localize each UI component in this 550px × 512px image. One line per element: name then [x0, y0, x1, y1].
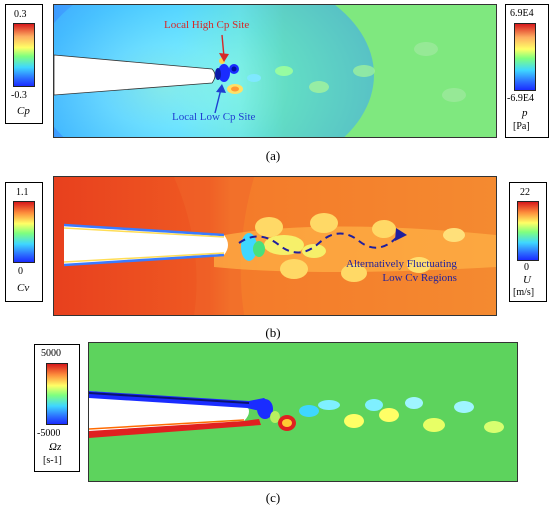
cbar-max-label: 0.3: [14, 9, 27, 20]
annotation-high-cp: Local High Cp Site: [164, 19, 250, 31]
panel-b-caption: (b): [265, 325, 281, 340]
cbar-max-label: 22: [520, 187, 530, 198]
panel-a-right-colorbar: 6.9E4 -6.9E4 p [Pa]: [505, 4, 549, 138]
cbar-symbol: Ωz: [49, 441, 62, 453]
panel-a-caption: (a): [265, 148, 281, 163]
arrow-high-cp: [219, 34, 229, 62]
cbar-max-label: 6.9E4: [510, 8, 534, 19]
cbar-min-label: -0.3: [11, 90, 27, 101]
panel-a-left-colorbar: 0.3 -0.3 Cp: [5, 4, 43, 124]
panel-a-flow-field: Local High Cp Site Local Low Cp Site: [53, 4, 497, 138]
cbar-symbol: p: [522, 107, 528, 119]
annotation-line-1: Alternatively Fluctuating: [346, 258, 457, 270]
cbar-gradient: [46, 363, 68, 425]
panel-b-left-colorbar: 1.1 0 Cv: [5, 182, 43, 302]
annotation-fluctuating: Alternatively Fluctuating Low Cv Regions: [346, 257, 457, 285]
panel-c-left-colorbar: 5000 -5000 Ωz [s-1]: [34, 344, 80, 472]
cbar-gradient: [13, 201, 35, 263]
panel-c-caption: (c): [265, 490, 281, 505]
cbar-max-label: 5000: [41, 348, 61, 359]
annotation-low-cp: Local Low Cp Site: [172, 111, 256, 123]
cbar-unit: [s-1]: [43, 455, 62, 466]
panel-b-flow-field: Alternatively Fluctuating Low Cv Regions: [53, 176, 497, 316]
annotation-line-2: Low Cv Regions: [382, 272, 457, 284]
cbar-unit: [Pa]: [513, 121, 530, 132]
cbar-gradient: [13, 23, 35, 87]
cbar-min-label: 0: [524, 262, 529, 273]
cbar-symbol: Cp: [17, 105, 30, 117]
cbar-min-label: -6.9E4: [507, 93, 534, 104]
cbar-unit: [m/s]: [513, 287, 535, 298]
panel-b-right-colorbar: 22 0 U [m/s]: [509, 182, 547, 302]
cbar-gradient: [514, 23, 536, 91]
cbar-gradient: [517, 201, 539, 261]
cbar-symbol: U: [523, 274, 531, 286]
cbar-min-label: -5000: [37, 428, 61, 439]
panel-c-flow-field: [88, 342, 518, 482]
cbar-symbol: Cv: [17, 282, 30, 294]
cbar-max-label: 1.1: [16, 187, 29, 198]
arrow-low-cp: [214, 84, 226, 114]
cbar-min-label: 0: [18, 266, 23, 277]
